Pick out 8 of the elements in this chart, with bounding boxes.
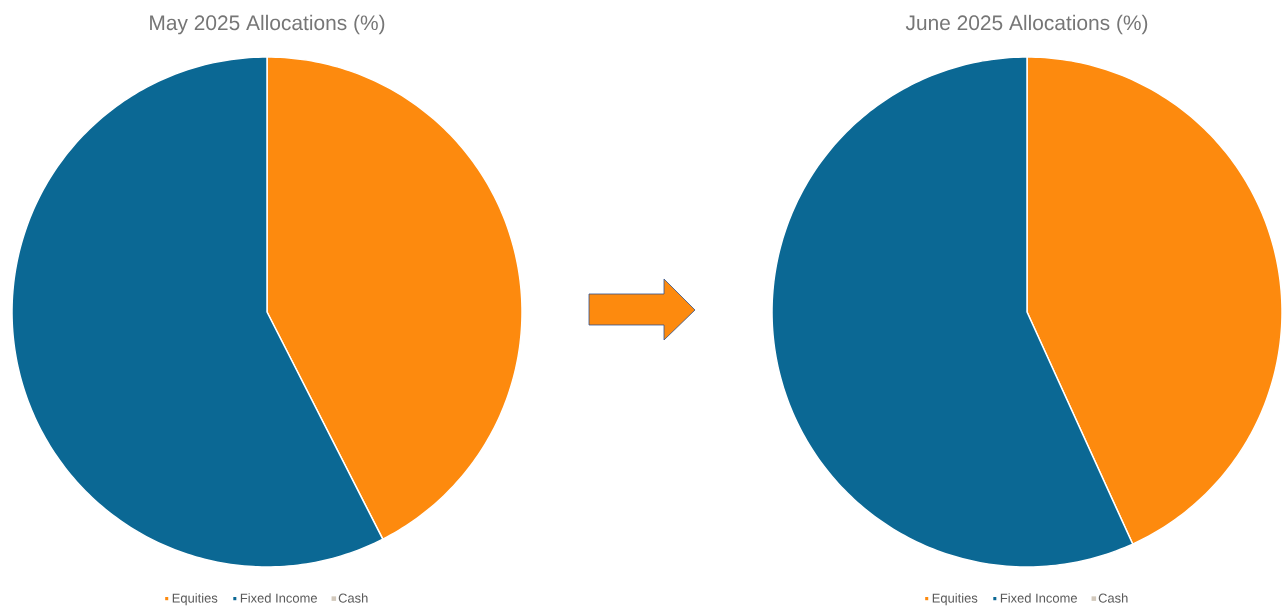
legend-label: Fixed Income	[1000, 593, 1077, 603]
legend-label: Cash	[338, 593, 368, 603]
chart-title: May 2025 Allocations (%)	[150, 14, 385, 35]
chart-title: June 2025 Allocations (%)	[905, 14, 1148, 35]
legend-label: Equities	[172, 593, 218, 606]
legend-label: Fixed Income	[240, 593, 317, 603]
legend-label: Cash	[1098, 593, 1128, 603]
legend-label: Equities	[932, 593, 978, 606]
